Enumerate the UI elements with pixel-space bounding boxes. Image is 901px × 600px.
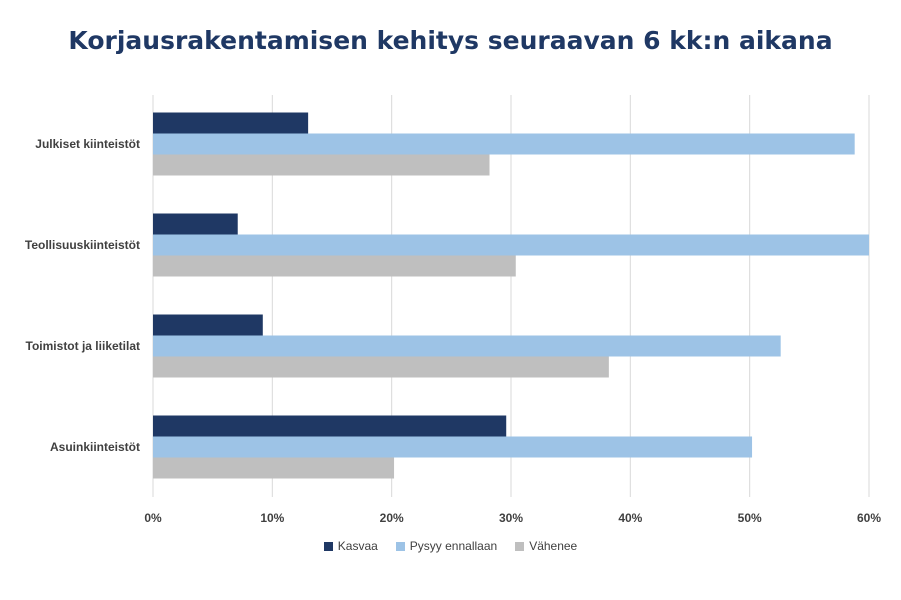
x-tick-label: 50%	[738, 511, 762, 525]
x-tick-label: 60%	[857, 511, 881, 525]
legend-swatch-vahenee	[515, 541, 525, 551]
legend-swatch-kasvaa	[323, 541, 333, 551]
legend-label-pysyy: Pysyy ennallaan	[409, 539, 498, 553]
bar-vahenee	[153, 255, 516, 277]
bar-kasvaa	[153, 314, 263, 336]
x-tick-label: 40%	[618, 511, 642, 525]
bar-vahenee	[153, 356, 609, 378]
chart-title: Korjausrakentamisen kehitys seuraavan 6 …	[68, 26, 833, 55]
category-label: Teollisuuskiinteistöt	[25, 238, 140, 252]
x-tick-label: 10%	[260, 511, 284, 525]
x-tick-label: 20%	[380, 511, 404, 525]
legend-label-kasvaa: Kasvaa	[337, 539, 378, 553]
bar-kasvaa	[153, 213, 238, 235]
bar-kasvaa	[153, 112, 309, 134]
bar-vahenee	[153, 457, 395, 479]
legend-swatch-pysyy	[395, 541, 405, 551]
category-label: Julkiset kiinteistöt	[35, 137, 140, 151]
bar-pysyy	[153, 133, 855, 155]
legend-label-vahenee: Vähenee	[529, 539, 578, 553]
legend-item-kasvaa: Kasvaa	[323, 539, 378, 553]
bar-kasvaa	[153, 415, 507, 437]
bar-pysyy	[153, 234, 869, 256]
legend-item-pysyy: Pysyy ennallaan	[395, 539, 498, 553]
bar-vahenee	[153, 154, 490, 176]
bar-pysyy	[153, 436, 753, 458]
category-label: Toimistot ja liiketilat	[26, 339, 140, 353]
legend: Kasvaa Pysyy ennallaan Vähenee	[0, 539, 901, 553]
legend-item-vahenee: Vähenee	[515, 539, 577, 553]
bar-pysyy	[153, 335, 781, 357]
x-tick-label: 30%	[499, 511, 523, 525]
category-label: Asuinkiinteistöt	[50, 440, 140, 454]
x-tick-label: 0%	[144, 511, 162, 525]
